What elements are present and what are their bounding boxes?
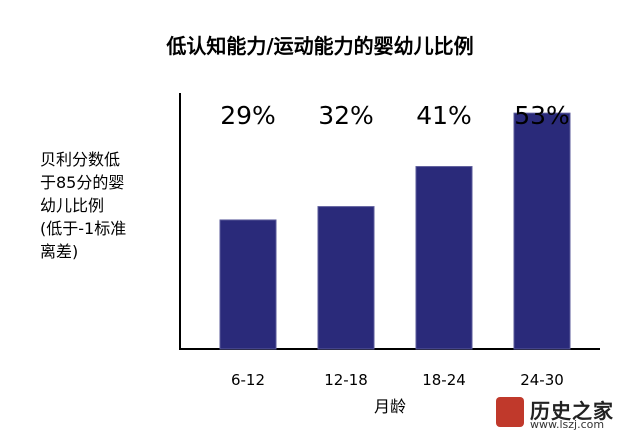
x-tick-label: 12-18 (324, 371, 368, 389)
y-axis-label: 贝利分数低 于85分的婴 幼儿比例 (低于-1标准 离差) (40, 148, 150, 263)
bar-6-12 (219, 219, 277, 350)
bar-24-30 (513, 112, 571, 350)
y-axis-label-line: (低于-1标准 (40, 219, 127, 238)
bar-18-24 (415, 166, 473, 350)
x-axis-label: 月龄 (373, 397, 406, 416)
bar-value-label: 41% (416, 101, 472, 130)
chart-title: 低认知能力/运动能力的婴幼儿比例 (166, 34, 474, 58)
bar-value-label: 53% (514, 101, 570, 130)
y-axis-label-line: 于85分的婴 (40, 173, 125, 192)
watermark-url: www.lszj.com (530, 418, 605, 431)
x-tick-label: 6-12 (231, 371, 265, 389)
y-axis-label-line: 贝利分数低 (40, 150, 121, 169)
x-tick-label: 24-30 (520, 371, 564, 389)
y-axis-label-line: 离差) (40, 242, 79, 261)
watermark-text: 历史之家 (530, 399, 614, 423)
bar-12-18 (317, 206, 375, 350)
bar-value-label: 32% (318, 101, 374, 130)
watermark-logo-icon (496, 397, 524, 427)
bar-value-label: 29% (220, 101, 276, 130)
watermark: 历史之家 www.lszj.com (492, 395, 632, 433)
y-axis-label-line: 幼儿比例 (40, 196, 105, 215)
x-tick-label: 18-24 (422, 371, 466, 389)
